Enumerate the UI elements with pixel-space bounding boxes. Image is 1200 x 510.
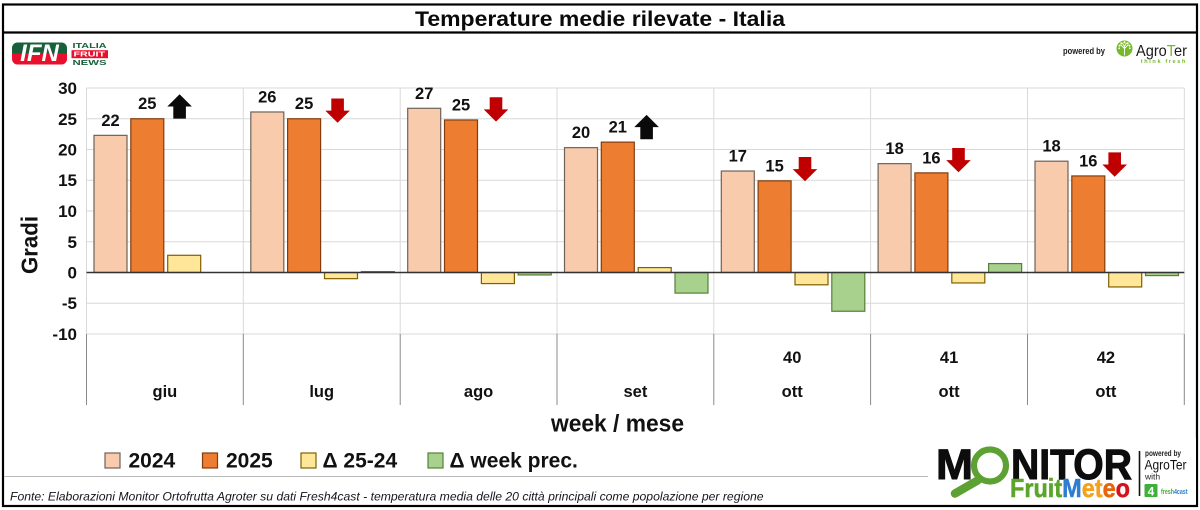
svg-text:25: 25: [138, 95, 156, 113]
svg-text:lug: lug: [309, 383, 334, 401]
svg-text:NITOR: NITOR: [1011, 442, 1132, 489]
svg-text:Δ week prec.: Δ week prec.: [450, 450, 578, 473]
svg-text:think fresh: think fresh: [1141, 59, 1187, 65]
svg-text:FruitMeteo: FruitMeteo: [1010, 473, 1130, 503]
svg-text:17: 17: [729, 148, 747, 166]
svg-text:FRUIT: FRUIT: [74, 50, 106, 59]
svg-text:AgroTer: AgroTer: [1136, 43, 1188, 60]
svg-text:0: 0: [68, 264, 77, 283]
svg-text:2025: 2025: [226, 450, 273, 473]
svg-text:-10: -10: [52, 325, 77, 344]
svg-text:15: 15: [765, 157, 783, 175]
svg-text:-5: -5: [62, 294, 77, 313]
svg-text:42: 42: [1097, 349, 1115, 367]
svg-text:NEWS: NEWS: [73, 58, 107, 67]
svg-text:Δ 25-24: Δ 25-24: [323, 450, 398, 473]
svg-text:20: 20: [58, 141, 77, 160]
svg-text:15: 15: [58, 171, 77, 190]
svg-text:2024: 2024: [129, 450, 176, 473]
svg-text:40: 40: [783, 349, 801, 367]
svg-text:22: 22: [101, 112, 119, 130]
svg-text:Fonte: Elaborazioni Monitor Or: Fonte: Elaborazioni Monitor Ortofrutta A…: [10, 490, 764, 504]
svg-text:30: 30: [58, 79, 77, 98]
svg-text:25: 25: [452, 97, 470, 115]
svg-text:ITALIA: ITALIA: [73, 41, 107, 50]
svg-text:ott: ott: [939, 383, 961, 401]
svg-text:IFN: IFN: [20, 40, 59, 67]
svg-text:Gradi: Gradi: [17, 216, 43, 274]
svg-text:ott: ott: [782, 383, 804, 401]
svg-text:4: 4: [1148, 485, 1155, 499]
svg-text:41: 41: [940, 349, 958, 367]
svg-text:ott: ott: [1095, 383, 1117, 401]
svg-text:16: 16: [922, 149, 940, 167]
svg-text:ago: ago: [464, 383, 493, 401]
svg-text:powered by: powered by: [1145, 449, 1181, 458]
svg-text:21: 21: [609, 119, 627, 137]
svg-text:with: with: [1144, 472, 1160, 482]
svg-text:20: 20: [572, 124, 590, 142]
svg-text:27: 27: [415, 85, 433, 103]
svg-text:giu: giu: [153, 383, 178, 401]
svg-text:25: 25: [295, 95, 313, 113]
svg-text:18: 18: [885, 140, 903, 158]
svg-text:16: 16: [1079, 152, 1097, 170]
svg-text:Temperature medie rilevate - I: Temperature medie rilevate - Italia: [415, 8, 785, 31]
svg-text:M: M: [936, 442, 973, 489]
svg-text:AgroTer: AgroTer: [1145, 458, 1187, 473]
svg-text:25: 25: [58, 110, 77, 129]
svg-text:5: 5: [68, 233, 77, 252]
svg-text:fresh4cast: fresh4cast: [1161, 487, 1188, 496]
svg-text:set: set: [623, 383, 647, 401]
svg-text:18: 18: [1042, 138, 1060, 156]
svg-text:week / mese: week / mese: [550, 411, 684, 438]
svg-text:10: 10: [58, 202, 77, 221]
svg-text:powered by: powered by: [1063, 46, 1105, 56]
svg-text:26: 26: [258, 89, 276, 107]
